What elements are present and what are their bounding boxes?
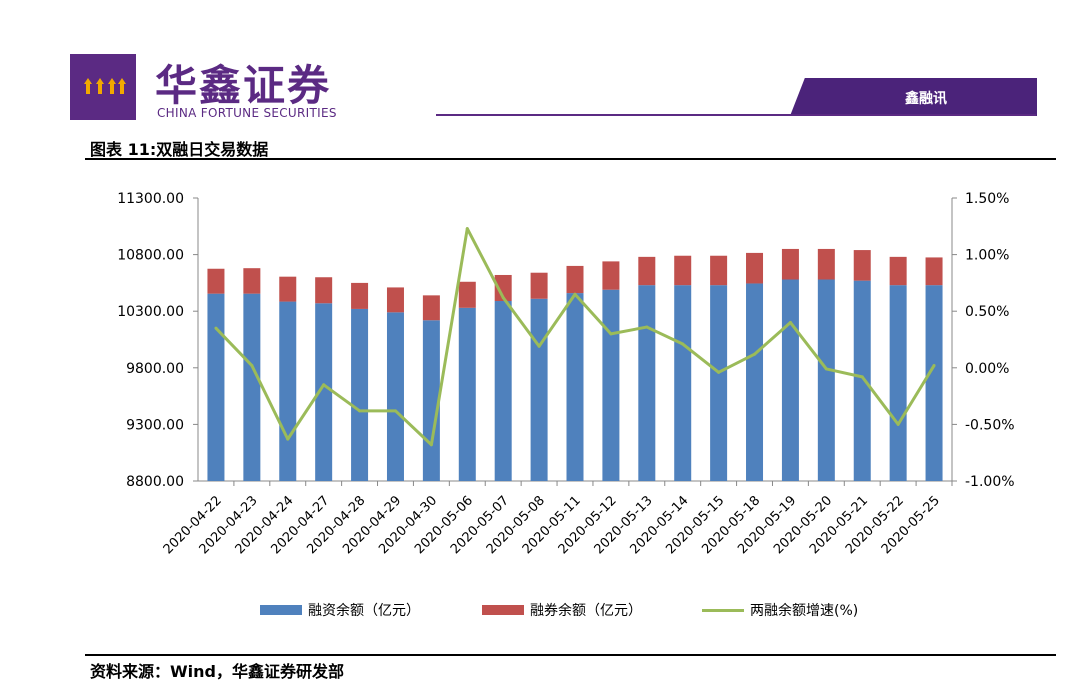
bar-securities <box>817 248 835 280</box>
figure-source: 资料来源：Wind，华鑫证券研发部 <box>90 662 344 681</box>
bar-securities <box>746 252 764 284</box>
legend-swatch-financing <box>260 605 302 615</box>
growth-point <box>932 364 936 368</box>
bar-securities <box>279 276 297 302</box>
bar-securities <box>243 268 261 294</box>
y-right-tick-label: 1.00% <box>965 248 1009 264</box>
bar-securities <box>925 257 943 286</box>
growth-point <box>214 326 218 330</box>
growth-point <box>896 422 900 426</box>
growth-point <box>358 409 362 413</box>
y-right-tick-label: 0.50% <box>965 304 1009 320</box>
bar-financing <box>207 293 225 481</box>
bar-financing <box>889 285 907 481</box>
y-left-tick-label: 9300.00 <box>126 417 184 433</box>
bar-financing <box>638 285 656 481</box>
bar-financing <box>458 307 476 481</box>
bar-financing <box>530 298 548 481</box>
company-logo <box>70 54 136 120</box>
bar-securities <box>458 281 476 308</box>
bar-financing <box>243 293 261 481</box>
bar-financing <box>710 285 728 481</box>
growth-point <box>824 367 828 371</box>
legend-item-growth: 两融余额增速(%) <box>702 600 858 620</box>
growth-point <box>788 321 792 325</box>
legend-swatch-securities <box>482 605 524 615</box>
growth-point <box>250 364 254 368</box>
growth-point <box>645 325 649 329</box>
bar-financing <box>746 283 764 481</box>
bar-securities <box>530 272 548 299</box>
growth-point <box>573 292 577 296</box>
bar-financing <box>602 289 620 481</box>
bar-securities <box>315 277 333 304</box>
y-left-tick-label: 9800.00 <box>126 361 184 377</box>
bar-securities <box>422 295 440 321</box>
growth-point <box>322 383 326 387</box>
growth-point <box>537 344 541 348</box>
growth-point <box>681 342 685 346</box>
growth-point <box>860 375 864 379</box>
chart-line <box>214 227 936 447</box>
bar-securities <box>638 256 656 286</box>
company-name-en: CHINA FORTUNE SECURITIES <box>157 106 337 120</box>
growth-point <box>501 296 505 300</box>
growth-point <box>753 352 757 356</box>
bar-securities <box>494 274 512 302</box>
bar-financing <box>853 280 871 481</box>
bar-financing <box>781 279 799 481</box>
y-left-tick-label: 8800.00 <box>126 474 184 490</box>
bar-securities <box>351 282 369 309</box>
header-tab-band <box>790 78 1037 116</box>
bar-financing <box>817 279 835 481</box>
y-left-tick-label: 11300.00 <box>117 191 184 207</box>
header-tab-label: 鑫融讯 <box>905 91 947 107</box>
logo-emblem-icon <box>84 78 126 94</box>
bar-financing <box>925 285 943 481</box>
legend-swatch-growth <box>702 608 744 612</box>
legend-label-securities: 融券余额（亿元） <box>530 603 642 619</box>
legend-label-growth: 两融余额增速(%) <box>750 603 859 619</box>
legend-label-financing: 融资余额（亿元） <box>308 603 420 619</box>
y-right-tick-label: -0.50% <box>965 417 1015 433</box>
bar-securities <box>710 255 728 286</box>
bar-financing <box>279 301 297 481</box>
bar-financing <box>386 312 404 481</box>
bar-securities <box>889 256 907 286</box>
bar-financing <box>351 308 369 481</box>
growth-point <box>609 332 613 336</box>
bar-financing <box>494 301 512 481</box>
chart-legend: 融资余额（亿元） 融券余额（亿元） 两融余额增速(%) <box>260 600 960 624</box>
growth-point <box>429 443 433 447</box>
y-right-tick-label: 0.00% <box>965 361 1009 377</box>
company-name-cn: 华鑫证券 <box>155 61 332 110</box>
growth-point <box>393 409 397 413</box>
y-left-tick-label: 10800.00 <box>117 248 184 264</box>
bar-securities <box>853 250 871 281</box>
growth-point <box>465 227 469 231</box>
y-right-tick-label: 1.50% <box>965 191 1009 207</box>
bar-securities <box>674 255 692 286</box>
y-left-tick-label: 10300.00 <box>117 304 184 320</box>
bar-securities <box>781 248 799 280</box>
growth-point <box>286 437 290 441</box>
bar-securities <box>386 287 404 313</box>
figure-title: 图表 11:双融日交易数据 <box>90 140 269 159</box>
bar-securities <box>566 265 584 294</box>
bar-securities <box>602 261 620 290</box>
growth-point <box>717 370 721 374</box>
bar-securities <box>207 268 225 294</box>
header-divider <box>436 114 1036 116</box>
y-right-tick-label: -1.00% <box>965 474 1015 490</box>
bar-financing <box>566 293 584 481</box>
bar-financing <box>674 285 692 481</box>
bar-financing <box>315 303 333 481</box>
source-rule <box>85 654 1056 656</box>
legend-item-financing: 融资余额（亿元） <box>260 600 420 620</box>
legend-item-securities: 融券余额（亿元） <box>482 600 642 620</box>
title-rule <box>85 158 1056 160</box>
chart-bars <box>207 248 943 481</box>
